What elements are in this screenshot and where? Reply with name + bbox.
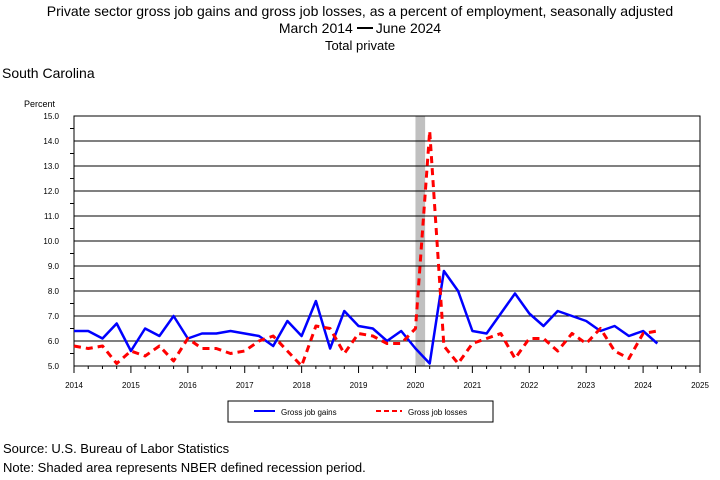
chart-title: Private sector gross job gains and gross… bbox=[46, 3, 674, 19]
y-tick-label: 13.0 bbox=[43, 162, 59, 171]
chart-subtitle: Total private bbox=[324, 38, 396, 53]
recession-note: Note: Shaded area represents NBER define… bbox=[3, 460, 366, 475]
x-tick-label: 2025 bbox=[691, 381, 709, 390]
y-tick-label: 10.0 bbox=[43, 237, 59, 246]
y-tick-label: 9.0 bbox=[48, 262, 60, 271]
date-range-end: June 2024 bbox=[375, 20, 442, 36]
y-tick-label: 5.0 bbox=[48, 362, 60, 371]
legend-gains-label: Gross job gains bbox=[281, 408, 337, 417]
gross-job-losses-line bbox=[73, 129, 658, 368]
legend-losses-label: Gross job losses bbox=[408, 408, 467, 417]
y-tick-label: 12.0 bbox=[43, 187, 59, 196]
x-tick-label: 2024 bbox=[634, 381, 652, 390]
gross-job-gains-line bbox=[74, 269, 659, 365]
x-tick-label: 2023 bbox=[577, 381, 595, 390]
y-axis-label: Percent bbox=[24, 99, 56, 109]
x-tick-label: 2016 bbox=[179, 381, 197, 390]
x-tick-label: 2015 bbox=[122, 381, 140, 390]
title-block: Private sector gross job gains and gross… bbox=[0, 3, 720, 54]
y-tick-label: 7.0 bbox=[48, 312, 60, 321]
x-tick-label: 2018 bbox=[293, 381, 311, 390]
legend-box bbox=[227, 400, 494, 423]
y-tick-label: 14.0 bbox=[43, 137, 59, 146]
x-tick-label: 2019 bbox=[350, 381, 368, 390]
x-tick-label: 2021 bbox=[463, 381, 481, 390]
x-tick-label: 2014 bbox=[65, 381, 83, 390]
date-range-start: March 2014 bbox=[278, 20, 353, 36]
y-tick-label: 15.0 bbox=[43, 112, 59, 121]
y-tick-label: 6.0 bbox=[48, 337, 60, 346]
region-label: South Carolina bbox=[2, 65, 95, 81]
y-tick-label: 11.0 bbox=[44, 212, 60, 221]
x-tick-label: 2017 bbox=[236, 381, 254, 390]
x-tick-label: 2020 bbox=[407, 381, 425, 390]
y-tick-label: 8.0 bbox=[48, 287, 60, 296]
date-range: March 2014 June 2024 bbox=[0, 20, 720, 37]
source-note: Source: U.S. Bureau of Labor Statistics bbox=[3, 441, 230, 456]
x-tick-label: 2022 bbox=[520, 381, 538, 390]
dash-separator-icon bbox=[356, 27, 373, 30]
